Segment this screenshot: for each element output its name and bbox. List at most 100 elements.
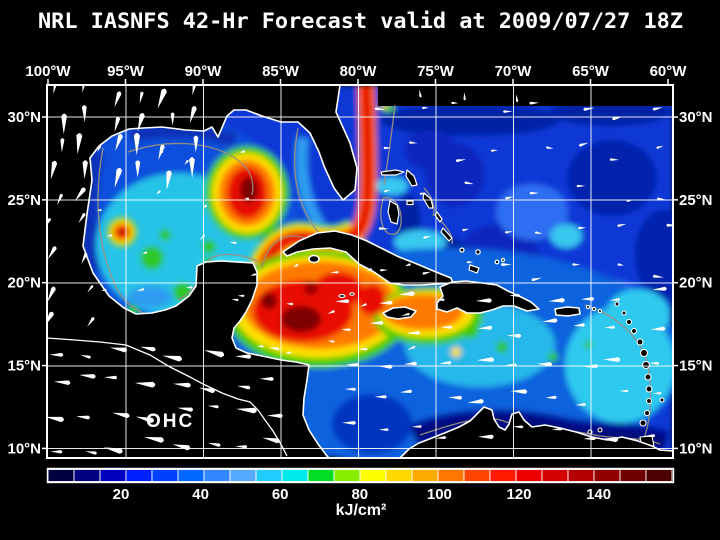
vector-arrow [583, 436, 596, 441]
vector-arrow [584, 364, 598, 368]
vector-arrow [643, 434, 656, 438]
colorbar-unit-label: kJ/cm² [336, 502, 387, 519]
vector-arrow [534, 231, 543, 234]
y-axis-label-left: 15°N [7, 358, 41, 375]
vector-arrow [293, 264, 299, 268]
vector-arrow [327, 310, 335, 314]
colorbar-tick-label: 40 [192, 486, 209, 503]
vector-arrow [157, 88, 167, 109]
vector-arrow [327, 340, 335, 343]
vector-arrow [366, 268, 373, 272]
vector-arrow [509, 293, 520, 297]
vector-arrow [384, 189, 391, 193]
y-axis-label-right: 15°N [679, 358, 713, 375]
vector-arrow [76, 133, 83, 155]
vector-arrow [545, 395, 557, 399]
y-axis-label-right: 25°N [679, 192, 713, 209]
colorbar-segment [99, 469, 127, 482]
vector-arrow [408, 141, 418, 144]
vector-arrow [135, 416, 154, 423]
colorbar-segment [567, 469, 595, 482]
vector-arrow [235, 445, 248, 449]
vector-arrow [85, 451, 97, 455]
vector-arrow [505, 196, 514, 200]
vector-arrow [49, 352, 64, 357]
vector-arrow [400, 389, 413, 393]
x-axis-label: 80°W [340, 63, 378, 80]
vector-arrow [462, 228, 470, 232]
vector-arrow [202, 204, 207, 208]
vector-arrow [478, 434, 494, 439]
vector-arrow [652, 274, 664, 278]
vector-arrow [578, 142, 589, 147]
vector-arrow [134, 381, 156, 388]
west-gulf-warm-eddy [106, 216, 138, 248]
land-layer [47, 85, 673, 458]
vector-arrow [545, 146, 554, 149]
y-axis-label-left: 10°N [7, 440, 41, 457]
vector-arrow [101, 288, 107, 292]
vector-arrow [97, 145, 102, 152]
vector-arrow [423, 236, 432, 239]
vector-arrow [512, 425, 524, 429]
vector-arrow [529, 101, 540, 105]
vector-arrow [104, 375, 118, 380]
vector-arrow [74, 187, 86, 202]
vector-arrow [172, 444, 191, 451]
vector-arrow [166, 170, 172, 190]
vector-arrow [156, 190, 161, 195]
vector-arrow [170, 112, 175, 126]
graticule-grid [47, 85, 673, 458]
vector-arrow [114, 167, 122, 188]
vector-arrow [572, 263, 581, 266]
colorbar-segment [541, 469, 569, 482]
vector-arrow [419, 192, 426, 195]
vector-arrow [506, 333, 522, 338]
vector-arrow [612, 116, 623, 121]
vector-arrow [330, 271, 339, 274]
colorbar-segment [177, 469, 205, 482]
plot-title: NRL IASNFS 42-Hr Forecast valid at 2009/… [38, 9, 683, 33]
colorbar-segment [73, 469, 101, 482]
vector-arrow [600, 437, 619, 443]
vector-arrow [609, 298, 621, 301]
vector-arrow [207, 405, 219, 409]
vector-arrow [189, 106, 197, 124]
landmass-south-america [399, 406, 673, 458]
vector-arrow [262, 437, 280, 444]
vector-arrow [652, 286, 667, 291]
vector-arrow [207, 442, 221, 447]
colorbar-tick-label: 140 [586, 486, 611, 503]
vector-arrow [109, 347, 128, 353]
colorbar-segment [619, 469, 647, 482]
vector-arrow [239, 150, 246, 153]
vector-arrow [451, 101, 459, 105]
colorbar-segment [281, 469, 309, 482]
colorbar-tick-label: 20 [113, 486, 130, 503]
colorbar-segment [645, 469, 673, 482]
x-axis-label: 95°W [107, 63, 145, 80]
vector-arrow [115, 134, 123, 151]
colorbar-segment [463, 469, 491, 482]
y-axis-label-left: 20°N [7, 275, 41, 292]
colorbar-segment [125, 469, 153, 482]
vector-arrow [652, 107, 663, 111]
vector-arrow [604, 325, 615, 329]
vector-arrow [346, 363, 359, 367]
vector-arrow [200, 234, 205, 241]
vector-arrow [286, 302, 294, 306]
vector-arrow [476, 357, 495, 362]
vector-arrow [435, 298, 445, 302]
colorbar-tick-labels: 20 40 60 80 100 120 140 [113, 486, 611, 503]
vector-arrow [406, 331, 421, 335]
colorbar-segment [359, 469, 387, 482]
loop-current-eddy [205, 146, 289, 240]
vector-arrow [490, 149, 498, 152]
vector-arrow [505, 231, 513, 234]
vector-arrow [573, 323, 585, 327]
x-axis-label: 90°W [185, 63, 223, 80]
vector-arrow [440, 325, 453, 329]
latitude-axes: 30°N 30°N 25°N 25°N 20°N 20°N 15°N 15°N 10°N 10°N [7, 109, 712, 457]
vector-arrow [204, 350, 225, 358]
vector-arrow [656, 145, 664, 149]
